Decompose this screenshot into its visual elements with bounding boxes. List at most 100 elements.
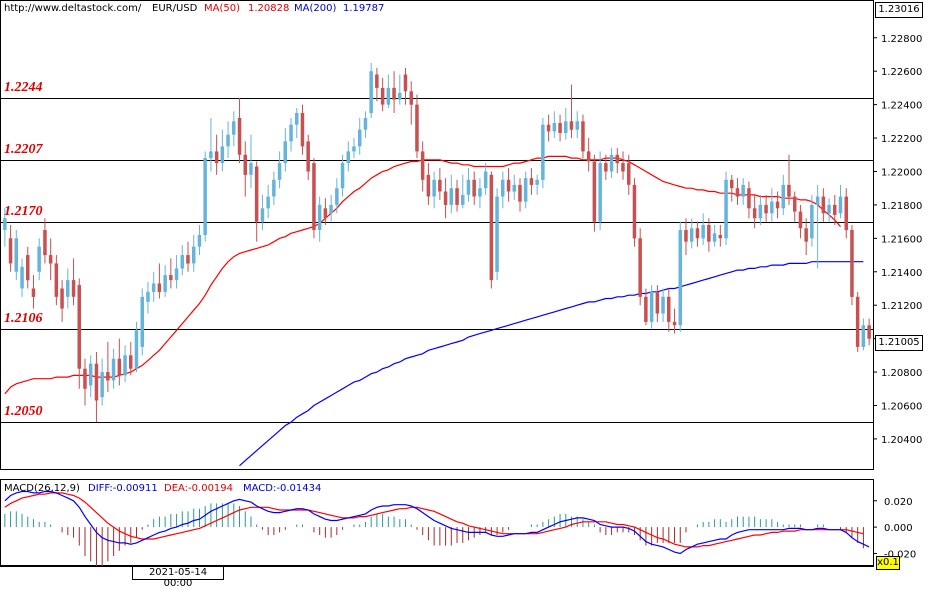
candle [569, 84, 574, 139]
candle [758, 194, 763, 225]
ma200-value: 1.19787 [343, 3, 385, 14]
candle [220, 129, 225, 172]
candle [43, 218, 47, 264]
candle [203, 151, 207, 242]
candle-body [43, 230, 47, 256]
candle [632, 178, 637, 247]
candle [443, 178, 448, 219]
candle [724, 171, 728, 246]
macd-diff: DIFF:-0.00911 [88, 483, 158, 494]
price-tick-label: 1.21400 [881, 268, 922, 279]
candle [615, 148, 619, 174]
candle-body [867, 325, 871, 339]
candle-body [214, 151, 219, 164]
price-pane-border [0, 0, 874, 470]
candle-body [340, 163, 345, 189]
candle-body [83, 368, 87, 389]
candle [506, 168, 511, 202]
candle-body [655, 291, 660, 314]
candle [535, 174, 539, 195]
macd-tick-label: -0.020 [884, 549, 916, 560]
candle-body [495, 196, 499, 272]
candle [461, 174, 465, 209]
candle-body [506, 179, 511, 192]
candle-body [615, 154, 619, 164]
ma200-line [239, 261, 864, 467]
candle [123, 345, 127, 383]
candle-body [358, 129, 362, 147]
candle [518, 178, 522, 212]
candle [850, 224, 854, 306]
candle-body [855, 296, 860, 347]
candle-body [426, 174, 431, 197]
candle [489, 171, 494, 289]
candle [186, 241, 190, 272]
candle [495, 188, 499, 281]
candle-body [724, 179, 728, 239]
candle-body [151, 283, 156, 292]
current-price-box: 1.21005 [875, 335, 923, 351]
candle [438, 168, 442, 200]
candle-body [48, 255, 53, 264]
candle [295, 107, 299, 139]
candle-body [174, 268, 179, 281]
candle [151, 271, 156, 302]
candle-body [146, 291, 150, 302]
candle [592, 154, 597, 232]
candle [403, 67, 408, 105]
candle [232, 111, 236, 147]
candle [638, 228, 642, 306]
candle-body [403, 74, 408, 92]
price-tick-label: 1.21200 [881, 301, 922, 312]
candle-body [266, 196, 270, 209]
candle [707, 218, 711, 252]
site-url[interactable]: http://www.deltastock.com/ [4, 3, 142, 14]
ma200-line-layer [239, 261, 864, 467]
candle [243, 141, 247, 197]
candle [272, 171, 276, 205]
candle-body [415, 104, 419, 152]
candle-body [489, 174, 494, 281]
candle [106, 341, 110, 393]
candle [621, 151, 625, 180]
candle-body [678, 230, 682, 326]
candle [529, 168, 534, 195]
candle [564, 107, 568, 140]
candle-body [672, 321, 677, 326]
candle-body [203, 158, 207, 235]
candle-body [420, 151, 425, 180]
candle [844, 188, 848, 239]
candle-body [575, 121, 579, 130]
candle [358, 118, 362, 155]
level-label: 1.2050 [4, 403, 43, 419]
candle-body [323, 208, 328, 219]
price-tick-label: 1.21800 [881, 201, 922, 212]
candle-body [798, 211, 803, 229]
candle-body [163, 275, 167, 292]
candle-body [684, 230, 688, 242]
candle [94, 352, 99, 423]
candle [60, 280, 64, 322]
candle-body [438, 179, 442, 192]
candle [735, 178, 740, 205]
candle-body [100, 372, 104, 398]
candle-body [283, 141, 287, 164]
candle [718, 224, 722, 247]
candle [775, 191, 780, 219]
candle-body [770, 201, 774, 214]
price-tick-label: 1.22000 [881, 167, 922, 178]
candle-body [730, 179, 734, 189]
candle [586, 138, 591, 172]
candle-body [718, 235, 722, 239]
macd-tick-label: 0.020 [884, 497, 913, 508]
candle [409, 81, 413, 125]
candle [827, 198, 831, 222]
candle [672, 308, 677, 334]
candle [701, 213, 705, 246]
candle [627, 154, 631, 195]
candle [317, 196, 322, 242]
price-tick-label: 1.20400 [881, 435, 922, 446]
candle [455, 179, 459, 212]
macd-scale-box[interactable]: x0.1 [876, 556, 900, 570]
candle-body [254, 166, 259, 222]
